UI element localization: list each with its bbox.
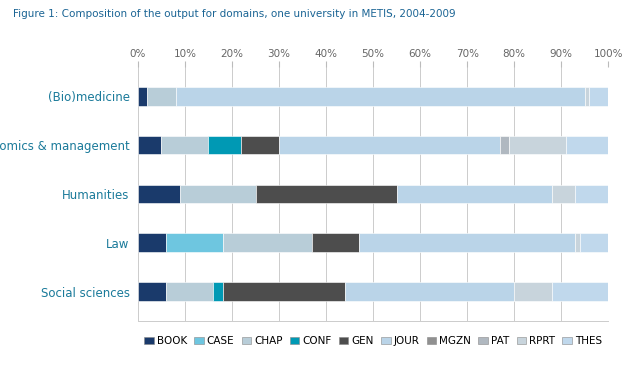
Bar xyxy=(223,282,345,301)
Bar xyxy=(208,136,241,154)
Bar xyxy=(176,87,584,106)
Bar xyxy=(223,233,312,252)
Bar xyxy=(580,233,608,252)
Bar xyxy=(147,87,176,106)
Bar xyxy=(162,136,208,154)
Bar xyxy=(138,136,162,154)
Bar xyxy=(138,282,166,301)
Bar xyxy=(566,136,608,154)
Bar xyxy=(213,282,223,301)
Bar xyxy=(256,185,396,203)
Bar xyxy=(552,282,608,301)
Bar xyxy=(500,136,509,154)
Bar xyxy=(138,87,147,106)
Bar xyxy=(584,87,589,106)
Bar xyxy=(396,185,552,203)
Bar xyxy=(166,282,213,301)
Bar xyxy=(166,233,223,252)
Text: Figure 1: Composition of the output for domains, one university in METIS, 2004-2: Figure 1: Composition of the output for … xyxy=(13,9,455,19)
Bar xyxy=(181,185,256,203)
Bar xyxy=(359,233,576,252)
Bar xyxy=(576,185,608,203)
Bar xyxy=(312,233,359,252)
Bar xyxy=(241,136,279,154)
Bar xyxy=(589,87,608,106)
Legend: BOOK, CASE, CHAP, CONF, GEN, JOUR, MGZN, PAT, RPRT, THES: BOOK, CASE, CHAP, CONF, GEN, JOUR, MGZN,… xyxy=(144,336,602,346)
Bar xyxy=(552,185,576,203)
Bar xyxy=(345,282,514,301)
Bar xyxy=(509,136,566,154)
Bar xyxy=(279,136,500,154)
Bar xyxy=(514,282,552,301)
Bar xyxy=(138,233,166,252)
Bar xyxy=(576,233,580,252)
Bar xyxy=(138,185,181,203)
